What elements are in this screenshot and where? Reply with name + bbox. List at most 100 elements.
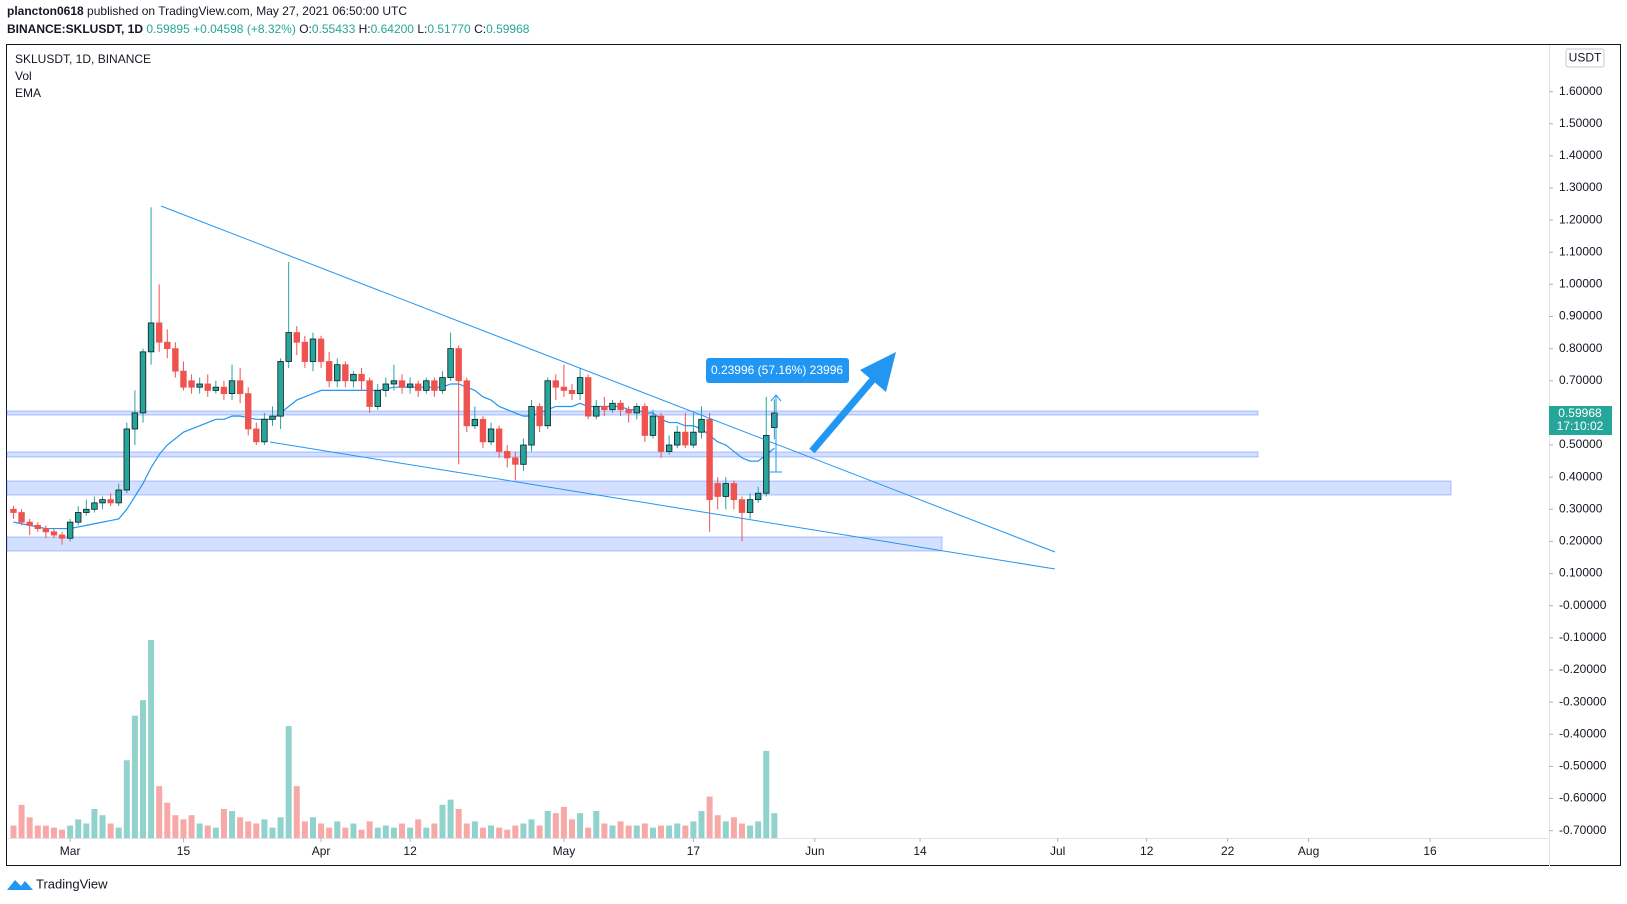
volume-bar [504, 829, 511, 838]
candle-body [236, 380, 244, 395]
volume-bar [536, 825, 543, 838]
volume-bar [67, 825, 74, 838]
h-key: H: [359, 22, 371, 36]
x-tick-label: 14 [913, 844, 927, 858]
candle-body [730, 483, 738, 501]
y-tick-label: 1.10000 [1559, 244, 1603, 258]
trend-line [160, 205, 1056, 553]
volume-bar [714, 815, 721, 838]
c-value: 0.59968 [486, 22, 530, 36]
x-tick-label: Jun [805, 844, 824, 858]
candle-body [560, 386, 568, 391]
candle-body [309, 338, 317, 362]
candle-body [261, 418, 268, 443]
volume-bar [447, 799, 454, 838]
legend-ema: EMA [15, 86, 41, 100]
candle-body [26, 521, 33, 526]
x-tick-label: 16 [1423, 844, 1437, 858]
zone [6, 410, 1259, 416]
candle-body [147, 322, 155, 353]
legend-symbol: SKLUSDT, 1D, BINANCE [15, 52, 151, 66]
candle-body [285, 332, 292, 362]
volume-bar [399, 823, 406, 838]
volume-bar [479, 827, 486, 838]
y-tick-label: 1.60000 [1559, 84, 1603, 98]
volume-bar [196, 823, 203, 838]
x-tick-label: Mar [60, 844, 81, 858]
candle-body [512, 457, 519, 465]
volume-bar [148, 640, 155, 838]
candle-body [42, 528, 50, 533]
volume-bar [730, 817, 737, 838]
axes: 1.60000 1.50000 1.40000 1.30000 1.20000 1.100… [60, 84, 1607, 858]
x-tick-label: 12 [403, 844, 417, 858]
candle-body [115, 489, 122, 504]
x-tick-label: May [553, 844, 576, 858]
candle-body [479, 418, 487, 443]
x-tick-label: 15 [177, 844, 191, 858]
volume-bar [277, 817, 284, 838]
l-value: 0.51770 [427, 22, 471, 36]
candle-body [212, 386, 220, 391]
candle-body [293, 332, 300, 343]
candle-body [746, 499, 754, 513]
candle-body [447, 348, 454, 378]
brand-logo [7, 880, 33, 890]
volume-bar [488, 825, 495, 838]
l-key: L: [417, 22, 427, 36]
h-value: 0.64200 [371, 22, 415, 36]
y-tick-label: 0.70000 [1559, 373, 1603, 387]
volume-bar [617, 821, 624, 838]
y-tick-label: 1.40000 [1559, 148, 1603, 162]
candle-body [406, 383, 414, 388]
y-tick-label: 1.30000 [1559, 180, 1603, 194]
volume-bar [755, 821, 762, 838]
candle-body [350, 373, 357, 382]
volume-bar [544, 811, 551, 838]
volume-bar [309, 817, 316, 838]
volume-bar [520, 823, 527, 838]
symbol: BINANCE:SKLUSDT, 1D [7, 22, 143, 36]
candle-body [609, 402, 616, 411]
volume-bar [633, 825, 640, 838]
volume-bar [172, 815, 179, 838]
volume-bar [471, 821, 478, 838]
volume-bar [415, 819, 422, 838]
volume-bar [10, 825, 17, 838]
countdown: 17:10:02 [1557, 419, 1604, 433]
zone [6, 536, 943, 552]
arrow-head [860, 352, 896, 392]
candle-body [665, 444, 673, 452]
candle-body [706, 418, 713, 501]
marks [10, 207, 778, 838]
volume-bar [366, 821, 373, 838]
volume-bar [26, 817, 33, 838]
volume-bar [496, 827, 503, 838]
candle-body [325, 361, 333, 382]
big-arrow [809, 352, 896, 454]
o-key: O: [299, 22, 312, 36]
volume-bar [463, 823, 470, 838]
candle-body [188, 380, 195, 388]
volume-bar [326, 827, 333, 838]
volume-bar [455, 808, 462, 838]
candle-body [228, 380, 236, 395]
volume-bar [253, 823, 260, 838]
candle-body [633, 406, 640, 414]
volume-bar [220, 808, 227, 838]
volume-bar [229, 811, 236, 838]
candle-body [423, 380, 430, 391]
volume-bar [763, 750, 770, 838]
volume-bar [212, 827, 219, 838]
candle-body [107, 499, 114, 504]
volume-bar [188, 815, 195, 838]
candle-body [414, 383, 422, 391]
measure: 0.23996 (57.16%) 23996 [706, 358, 849, 473]
measure-box [706, 358, 849, 383]
volume-bar [131, 715, 138, 838]
candle-body [698, 418, 705, 433]
legend-vol: Vol [15, 69, 32, 83]
y-tick-label: -0.60000 [1559, 791, 1607, 805]
candle-body [431, 380, 438, 391]
